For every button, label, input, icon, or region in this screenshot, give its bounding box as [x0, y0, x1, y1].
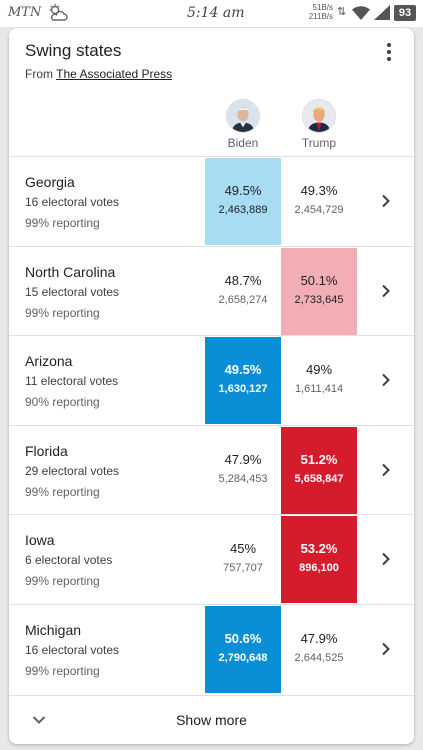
trump-result: 49.3% 2,454,729: [281, 158, 357, 245]
clock: 5:14 am: [187, 5, 245, 21]
trump-percent: 50.1%: [300, 272, 338, 288]
source-link[interactable]: The Associated Press: [56, 67, 173, 81]
swing-states-card: Swing states From The Associated Press B…: [9, 28, 414, 744]
show-more-label: Show more: [176, 712, 247, 728]
state-name: Georgia: [25, 174, 75, 190]
chevron-right-icon[interactable]: [381, 552, 391, 566]
show-more-button[interactable]: Show more: [9, 695, 414, 744]
electoral-votes: 15 electoral votes: [25, 284, 120, 299]
state-name: Florida: [25, 442, 68, 459]
biden-percent: 45%: [229, 541, 257, 557]
candidate-biden: Biden: [205, 99, 281, 150]
trump-votes: 2,733,645: [294, 293, 344, 306]
battery-level: 93: [394, 5, 416, 21]
state-name: Michigan: [25, 621, 82, 638]
wifi-icon: [352, 6, 370, 20]
chevron-down-icon: [32, 716, 46, 724]
trump-percent: 49%: [305, 362, 333, 378]
state-name: Arizona: [25, 353, 73, 370]
biden-votes: 2,463,889: [218, 204, 268, 216]
data-transfer-icon: ⇅: [337, 6, 347, 18]
electoral-votes: 11 electoral votes: [25, 374, 119, 389]
trump-result: 49% 1,611,414: [281, 337, 357, 424]
status-bar: MTN 5:14 am 51B/s 211B/s ⇅ 93: [0, 0, 423, 27]
biden-result: 48.7% 2,658,274: [205, 248, 281, 335]
trump-percent: 51.2%: [300, 451, 338, 467]
carrier-name: MTN: [8, 5, 42, 20]
network-speed-up: 51B/s: [312, 3, 333, 12]
electoral-votes: 6 electoral votes: [25, 553, 113, 568]
trump-result: 47.9% 2,644,525: [281, 606, 357, 693]
state-name: North Carolina: [25, 263, 116, 280]
biden-result: 49.5% 2,463,889: [205, 158, 281, 245]
biden-result: 47.9% 5,284,453: [205, 427, 281, 514]
candidate-trump: Trump: [281, 99, 357, 150]
trump-percent: 47.9%: [300, 630, 338, 646]
trump-result: 51.2% 5,658,847: [281, 426, 357, 514]
trump-votes: 2,454,729: [294, 204, 344, 216]
trump-percent: 53.2%: [300, 541, 338, 557]
biden-votes: 2,658,274: [218, 293, 268, 306]
biden-percent: 48.7%: [224, 272, 262, 288]
chevron-right-icon[interactable]: [381, 463, 391, 477]
card-title: Swing states: [25, 41, 122, 60]
electoral-votes: 16 electoral votes: [25, 195, 120, 209]
trump-votes: 2,644,525: [294, 651, 344, 664]
state-row[interactable]: North Carolina 15 electoral votes 99% re…: [9, 245, 414, 336]
trump-result: 50.1% 2,733,645: [281, 247, 357, 335]
state-row[interactable]: Georgia 16 electoral votes 99% reporting…: [9, 156, 414, 246]
card-source: From The Associated Press: [25, 67, 172, 81]
state-row[interactable]: Florida 29 electoral votes 99% reporting…: [9, 424, 414, 515]
results-list: Georgia 16 electoral votes 99% reporting…: [9, 156, 414, 694]
chevron-right-icon[interactable]: [381, 194, 391, 208]
state-name: Iowa: [25, 532, 55, 549]
state-row[interactable]: Arizona 11 electoral votes 90% reporting…: [9, 335, 414, 425]
chevron-right-icon[interactable]: [381, 373, 391, 387]
biden-avatar: [226, 99, 260, 133]
network-speed: 51B/s 211B/s: [305, 3, 333, 21]
biden-votes: 757,707: [223, 562, 263, 575]
reporting-percent: 99% reporting: [25, 663, 100, 678]
weather-cloud-sun-icon: [49, 4, 68, 21]
biden-result: 49.5% 1,630,127: [205, 337, 281, 425]
trump-votes: 1,611,414: [294, 383, 344, 396]
signal-icon: [374, 5, 390, 20]
more-vert-icon[interactable]: [381, 42, 397, 62]
reporting-percent: 90% reporting: [25, 395, 100, 410]
biden-percent: 49.5%: [224, 362, 262, 378]
trump-percent: 49.3%: [300, 183, 338, 198]
biden-percent: 47.9%: [224, 451, 262, 467]
chevron-right-icon[interactable]: [381, 642, 391, 656]
biden-percent: 49.5%: [224, 183, 262, 198]
biden-percent: 50.6%: [224, 630, 262, 646]
biden-votes: 2,790,648: [218, 651, 268, 664]
reporting-percent: 99% reporting: [25, 574, 100, 589]
trump-result: 53.2% 896,100: [281, 516, 357, 604]
biden-result: 50.6% 2,790,648: [205, 605, 281, 693]
electoral-votes: 16 electoral votes: [25, 642, 120, 657]
trump-avatar: [302, 99, 336, 133]
trump-votes: 896,100: [299, 562, 339, 575]
candidate-name-biden: Biden: [227, 136, 259, 150]
reporting-percent: 99% reporting: [25, 216, 100, 230]
network-speed-down: 211B/s: [308, 12, 333, 21]
reporting-percent: 99% reporting: [25, 484, 100, 499]
state-row[interactable]: Michigan 16 electoral votes 99% reportin…: [9, 603, 414, 694]
biden-votes: 5,284,453: [218, 472, 268, 485]
reporting-percent: 99% reporting: [25, 305, 100, 320]
source-prefix: From: [25, 67, 53, 81]
trump-votes: 5,658,847: [294, 472, 344, 485]
electoral-votes: 29 electoral votes: [25, 463, 120, 478]
biden-result: 45% 757,707: [205, 516, 281, 603]
state-row[interactable]: Iowa 6 electoral votes 99% reporting 45%…: [9, 514, 414, 604]
biden-votes: 1,630,127: [218, 383, 268, 396]
chevron-right-icon[interactable]: [381, 284, 391, 298]
candidate-name-trump: Trump: [301, 136, 337, 150]
